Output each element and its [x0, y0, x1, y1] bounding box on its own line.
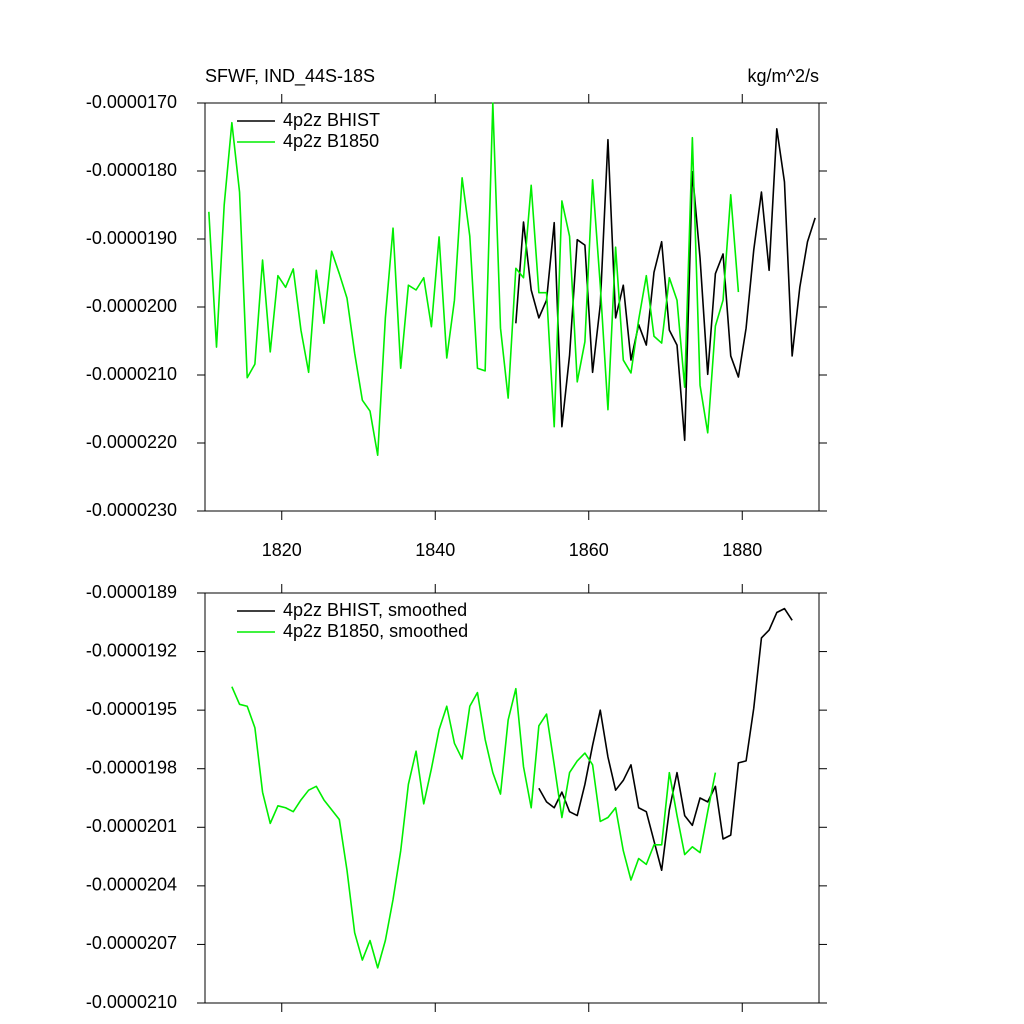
x-tick-label: 1860	[569, 540, 609, 560]
x-tick-label: 1840	[415, 540, 455, 560]
y-tick-label: -0.0000204	[86, 875, 177, 895]
y-tick-label: -0.0000170	[86, 92, 177, 112]
series-line	[515, 128, 816, 442]
y-tick-label: -0.0000190	[86, 228, 177, 248]
series-line	[231, 686, 717, 969]
y-tick-label: -0.0000198	[86, 757, 177, 777]
y-tick-label: -0.0000207	[86, 933, 177, 953]
y-tick-label: -0.0000210	[86, 364, 177, 384]
series-line	[538, 607, 793, 872]
plot-frame	[204, 102, 820, 512]
y-tick-label: -0.0000195	[86, 699, 177, 719]
series-line	[208, 102, 740, 457]
legend-label: 4p2z BHIST, smoothed	[283, 600, 467, 620]
y-tick-label: -0.0000210	[86, 992, 177, 1012]
y-tick-label: -0.0000230	[86, 500, 177, 520]
x-tick-label: 1820	[262, 540, 302, 560]
y-tick-label: -0.0000189	[86, 582, 177, 602]
y-tick-label: -0.0000192	[86, 640, 177, 660]
legend-label: 4p2z B1850	[283, 131, 379, 151]
x-tick-label: 1880	[722, 540, 762, 560]
units-label: kg/m^2/s	[748, 66, 819, 86]
legend-label: 4p2z B1850, smoothed	[283, 621, 468, 641]
chart-title: SFWF, IND_44S-18S	[205, 66, 375, 87]
y-tick-label: -0.0000220	[86, 432, 177, 452]
y-tick-label: -0.0000200	[86, 296, 177, 316]
legend-label: 4p2z BHIST	[283, 110, 380, 130]
plot-frame	[204, 592, 820, 1004]
y-tick-label: -0.0000201	[86, 816, 177, 836]
y-tick-label: -0.0000180	[86, 160, 177, 180]
